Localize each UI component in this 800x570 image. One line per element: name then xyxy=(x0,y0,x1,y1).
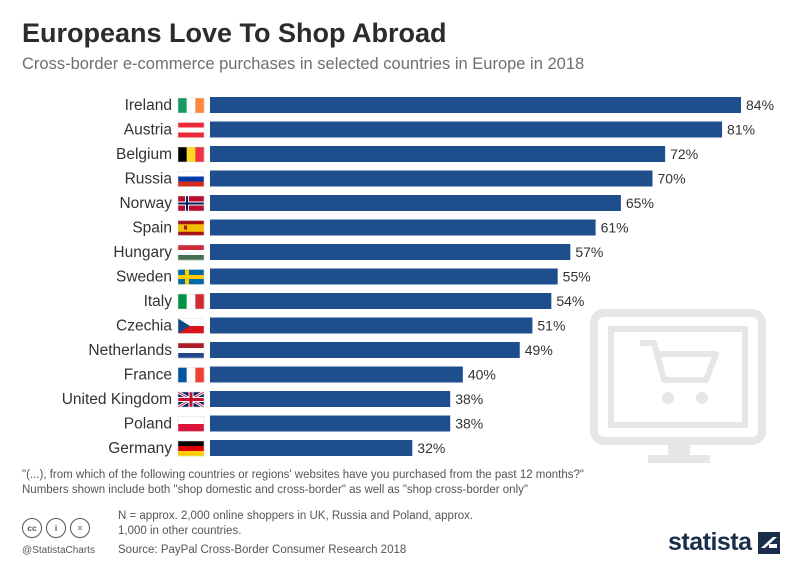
value-label: 84% xyxy=(746,97,774,113)
country-label: Czechia xyxy=(116,318,172,335)
flag-sweden-icon xyxy=(177,269,205,285)
value-label: 81% xyxy=(727,122,755,138)
country-label: Norway xyxy=(119,195,172,212)
bar-belgium xyxy=(210,146,666,162)
value-label: 65% xyxy=(626,195,654,211)
country-label: Austria xyxy=(124,122,173,139)
bar-russia xyxy=(210,170,653,187)
country-label: Netherlands xyxy=(88,342,172,359)
country-label: Germany xyxy=(108,440,172,457)
value-label: 40% xyxy=(468,367,496,383)
bar-chart: Ireland Austria Belgium Russia Norway Spain Hu… xyxy=(62,97,774,463)
no-derivatives-icon: = xyxy=(70,518,90,538)
flag-norway-icon xyxy=(177,195,205,212)
sample-size-line-2: 1,000 in other countries. xyxy=(118,525,242,537)
flag-russia-icon xyxy=(177,171,205,187)
numbers-note: Numbers shown include both "shop domesti… xyxy=(22,484,528,496)
bar-italy xyxy=(210,293,552,309)
sample-size-note: N = approx. 2,000 online shoppers in UK,… xyxy=(118,509,578,539)
source-note: Source: PayPal Cross-Border Consumer Res… xyxy=(118,544,407,556)
value-label: 38% xyxy=(455,391,483,407)
flag-ireland-icon xyxy=(177,97,205,114)
creative-commons-icon: cc xyxy=(22,518,42,538)
bar-france xyxy=(210,366,463,383)
value-label: 72% xyxy=(670,146,698,162)
statista-wordmark: statista xyxy=(668,528,752,556)
value-label: 55% xyxy=(563,269,591,285)
value-label: 38% xyxy=(455,416,483,432)
attribution-icon: i xyxy=(46,518,66,538)
country-label: Hungary xyxy=(113,244,172,261)
country-label: Sweden xyxy=(116,269,172,286)
bar-czechia xyxy=(210,317,533,334)
country-label: France xyxy=(124,367,172,384)
chart-subtitle: Cross-border e-commerce purchases in sel… xyxy=(22,55,585,73)
shopping-cart-watermark-icon xyxy=(590,309,766,463)
flag-belgium-icon xyxy=(177,146,205,163)
statista-logo-icon xyxy=(757,531,780,554)
flag-italy-icon xyxy=(177,293,205,310)
survey-question-note: "(...), from which of the following coun… xyxy=(22,469,584,481)
flag-spain-icon xyxy=(177,220,205,236)
twitter-handle: @StatistaCharts xyxy=(22,545,95,556)
flag-united-kingdom-icon xyxy=(177,390,205,409)
country-label: Belgium xyxy=(116,146,172,163)
bar-ireland xyxy=(210,97,741,113)
flag-france-icon xyxy=(177,367,205,383)
bar-austria xyxy=(210,121,723,138)
country-label: United Kingdom xyxy=(62,391,172,408)
country-label: Spain xyxy=(132,220,172,237)
value-label: 54% xyxy=(556,293,584,309)
bar-sweden xyxy=(210,268,558,285)
value-label: 51% xyxy=(537,318,565,334)
bar-hungary xyxy=(210,244,571,260)
country-label: Italy xyxy=(144,293,173,310)
flag-poland-icon xyxy=(177,416,205,432)
country-label: Ireland xyxy=(125,97,172,114)
bar-spain xyxy=(210,219,596,236)
value-label: 61% xyxy=(601,220,629,236)
bar-poland xyxy=(210,415,451,432)
chart-title: Europeans Love To Shop Abroad xyxy=(22,18,447,48)
flag-germany-icon xyxy=(177,440,205,457)
statista-logo[interactable]: statista xyxy=(668,528,780,557)
country-label: Poland xyxy=(124,416,172,433)
flag-austria-icon xyxy=(177,122,205,138)
license-icons: cc i = xyxy=(22,518,90,538)
value-label: 32% xyxy=(417,440,445,456)
flag-czechia-icon xyxy=(177,318,205,334)
bar-germany xyxy=(210,440,413,456)
value-label: 57% xyxy=(575,244,603,260)
bar-netherlands xyxy=(210,342,520,358)
value-label: 70% xyxy=(658,171,686,187)
flag-netherlands-icon xyxy=(177,342,205,359)
bar-norway xyxy=(210,195,621,211)
sample-size-line-1: N = approx. 2,000 online shoppers in UK,… xyxy=(118,510,474,522)
bar-united-kingdom xyxy=(210,391,451,407)
country-label: Russia xyxy=(125,171,173,188)
value-label: 49% xyxy=(525,342,553,358)
flag-hungary-icon xyxy=(177,244,205,261)
